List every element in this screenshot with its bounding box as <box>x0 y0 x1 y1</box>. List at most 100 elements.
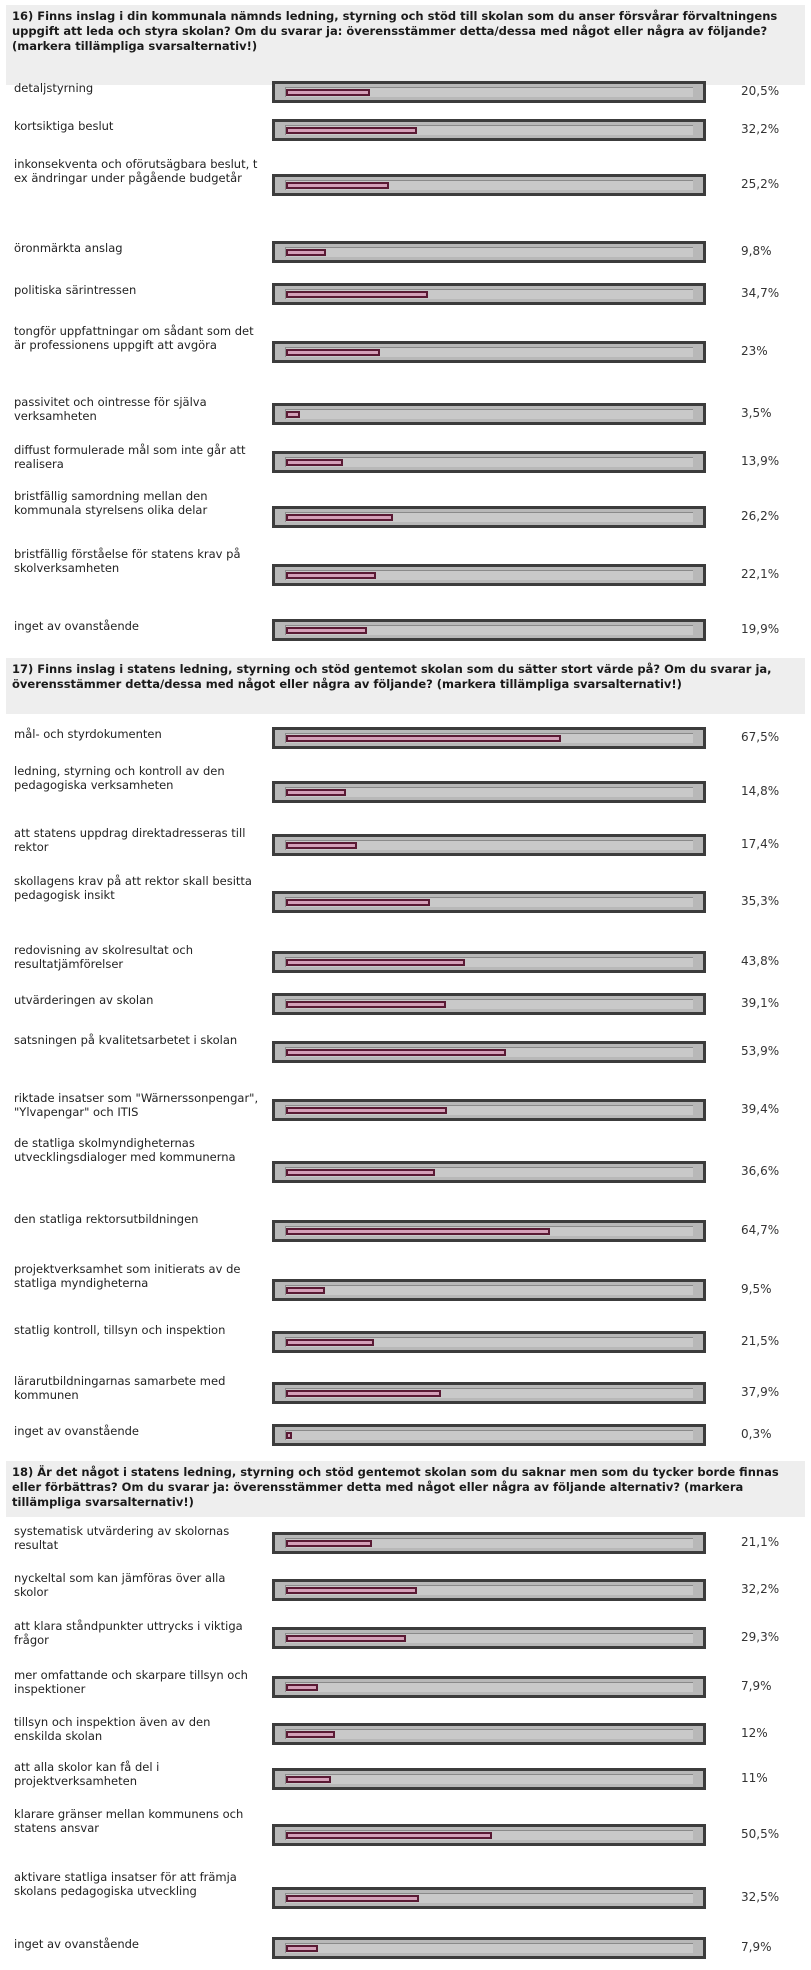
bar-track <box>272 81 706 103</box>
bar-track-inner <box>285 125 693 135</box>
bar-track <box>272 619 706 641</box>
category-label: lärarutbildningarnas samarbete med kommu… <box>14 1374 226 1402</box>
bar <box>286 1228 550 1235</box>
value-label: 12% <box>741 1726 768 1740</box>
bar-track <box>272 727 706 749</box>
bar-track-inner <box>285 512 693 522</box>
category-label: riktade insatser som "Wärnerssonpengar",… <box>14 1091 259 1119</box>
bar-track <box>272 1723 706 1745</box>
bar-track <box>272 174 706 196</box>
bar <box>286 411 300 418</box>
category-label: systematisk utvärdering av skolornas res… <box>14 1524 230 1552</box>
bar-track-inner <box>285 1585 693 1595</box>
value-label: 9,8% <box>741 244 772 258</box>
category-label: skollagens krav på att rektor skall besi… <box>14 874 252 902</box>
value-label: 0,3% <box>741 1427 772 1441</box>
category-label: nyckeltal som kan jämföras över alla sko… <box>14 1571 226 1599</box>
value-label: 32,2% <box>741 122 780 136</box>
bar-track <box>272 891 706 913</box>
bar-track-inner <box>285 87 693 97</box>
bar-track <box>272 1424 706 1446</box>
bar <box>286 1832 492 1839</box>
bar <box>286 1287 325 1294</box>
bar-track <box>272 1279 706 1301</box>
bar-track-inner <box>285 625 693 635</box>
bar-track <box>272 1532 706 1554</box>
bar-track-inner <box>285 733 693 743</box>
category-label: tongför uppfattningar om sådant som det … <box>14 324 254 352</box>
value-label: 7,9% <box>741 1679 772 1693</box>
bar-track-inner <box>285 347 693 357</box>
bar-track-inner <box>285 1047 693 1057</box>
bar-track-inner <box>285 1388 693 1398</box>
bar <box>286 959 465 966</box>
value-label: 34,7% <box>741 286 780 300</box>
category-label: politiska särintressen <box>14 283 137 297</box>
bar <box>286 1169 435 1176</box>
bar-track <box>272 119 706 141</box>
value-label: 9,5% <box>741 1282 772 1296</box>
category-label: inkonsekventa och oförutsägbara beslut, … <box>14 157 258 185</box>
category-label: passivitet och ointresse för själva verk… <box>14 395 207 423</box>
bar <box>286 572 376 579</box>
category-label: tillsyn och inspektion även av den enski… <box>14 1715 211 1743</box>
bar <box>286 1684 318 1691</box>
bar-track-inner <box>285 247 693 257</box>
category-label: kortsiktiga beslut <box>14 119 114 133</box>
bar <box>286 1731 335 1738</box>
bar-track <box>272 506 706 528</box>
bar-track <box>272 834 706 856</box>
bar-track-inner <box>285 1105 693 1115</box>
value-label: 29,3% <box>741 1630 780 1644</box>
category-label: redovisning av skolresultat och resultat… <box>14 943 193 971</box>
category-label: inget av ovanstående <box>14 1937 139 1951</box>
bar <box>286 1895 419 1902</box>
bar-track <box>272 951 706 973</box>
category-label: den statliga rektorsutbildningen <box>14 1212 199 1226</box>
bar-track <box>272 1579 706 1601</box>
bar <box>286 1540 372 1547</box>
bar-track <box>272 341 706 363</box>
value-label: 39,1% <box>741 996 780 1010</box>
bar <box>286 127 417 134</box>
bar-track <box>272 1627 706 1649</box>
category-label: utvärderingen av skolan <box>14 993 154 1007</box>
bar-track-inner <box>285 1337 693 1347</box>
bar-track <box>272 1041 706 1063</box>
bar-track-inner <box>285 1226 693 1236</box>
bar-track <box>272 1824 706 1846</box>
value-label: 32,5% <box>741 1890 780 1904</box>
category-label: att alla skolor kan få del i projektverk… <box>14 1760 160 1788</box>
value-label: 21,5% <box>741 1334 780 1348</box>
value-label: 14,8% <box>741 784 780 798</box>
bar <box>286 1339 374 1346</box>
value-label: 3,5% <box>741 406 772 420</box>
value-label: 20,5% <box>741 84 780 98</box>
bar <box>286 182 389 189</box>
bar-track-inner <box>285 1893 693 1903</box>
bar <box>286 735 561 742</box>
bar-track-inner <box>285 1774 693 1784</box>
bar <box>286 291 428 298</box>
category-label: att statens uppdrag direktadresseras til… <box>14 826 246 854</box>
category-label: de statliga skolmyndigheternas utvecklin… <box>14 1136 236 1164</box>
value-label: 22,1% <box>741 567 780 581</box>
category-label: diffust formulerade mål som inte går att… <box>14 443 246 471</box>
bar-track <box>272 1220 706 1242</box>
bar <box>286 1049 506 1056</box>
category-label: inget av ovanstående <box>14 619 139 633</box>
bar-track-inner <box>285 787 693 797</box>
bar-track <box>272 1161 706 1183</box>
bar <box>286 1635 406 1642</box>
bar-track-inner <box>285 1633 693 1643</box>
value-label: 64,7% <box>741 1223 780 1237</box>
value-label: 19,9% <box>741 622 780 636</box>
bar-track <box>272 1331 706 1353</box>
question-16-title: 16) Finns inslag i din kommunala nämnds … <box>6 5 805 85</box>
bar-track <box>272 283 706 305</box>
bar-track-inner <box>285 457 693 467</box>
bar <box>286 899 430 906</box>
bar-track-inner <box>285 999 693 1009</box>
bar-track <box>272 564 706 586</box>
category-label: öronmärkta anslag <box>14 241 123 255</box>
